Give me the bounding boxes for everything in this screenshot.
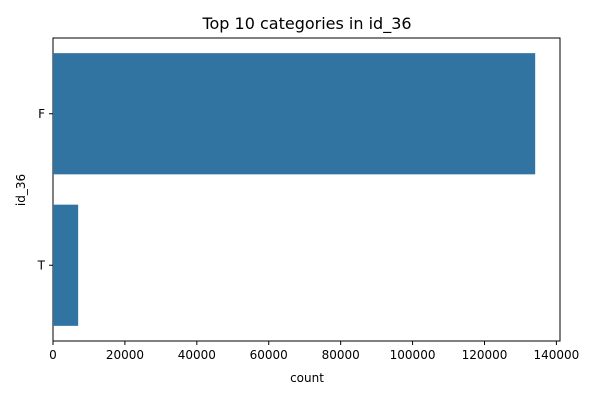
y-tick-label: F bbox=[38, 107, 45, 121]
bar-F bbox=[53, 53, 536, 175]
y-axis-label: id_36 bbox=[14, 174, 28, 206]
x-tick-label: 100000 bbox=[390, 348, 436, 362]
plot-area: FT 0 20000 40000 60000 80000 100000 120000 1400… bbox=[37, 37, 579, 362]
y-axis-ticks: FT bbox=[37, 107, 53, 272]
plot-frame bbox=[52, 37, 561, 342]
x-tick-label: 20000 bbox=[106, 348, 144, 362]
x-tick-label: 120000 bbox=[462, 348, 508, 362]
x-tick-label: 0 bbox=[49, 348, 57, 362]
x-tick-label: 40000 bbox=[178, 348, 216, 362]
x-axis-label: count bbox=[290, 371, 324, 385]
bar-T bbox=[53, 204, 79, 326]
x-tick-label: 140000 bbox=[533, 348, 579, 362]
bars bbox=[53, 53, 536, 326]
x-axis-ticks: 0 20000 40000 60000 80000 100000 120000 140000 bbox=[49, 341, 579, 362]
y-tick-label: T bbox=[37, 258, 46, 272]
chart-title: Top 10 categories in id_36 bbox=[201, 14, 411, 34]
x-tick-label: 60000 bbox=[250, 348, 288, 362]
x-tick-label: 80000 bbox=[322, 348, 360, 362]
